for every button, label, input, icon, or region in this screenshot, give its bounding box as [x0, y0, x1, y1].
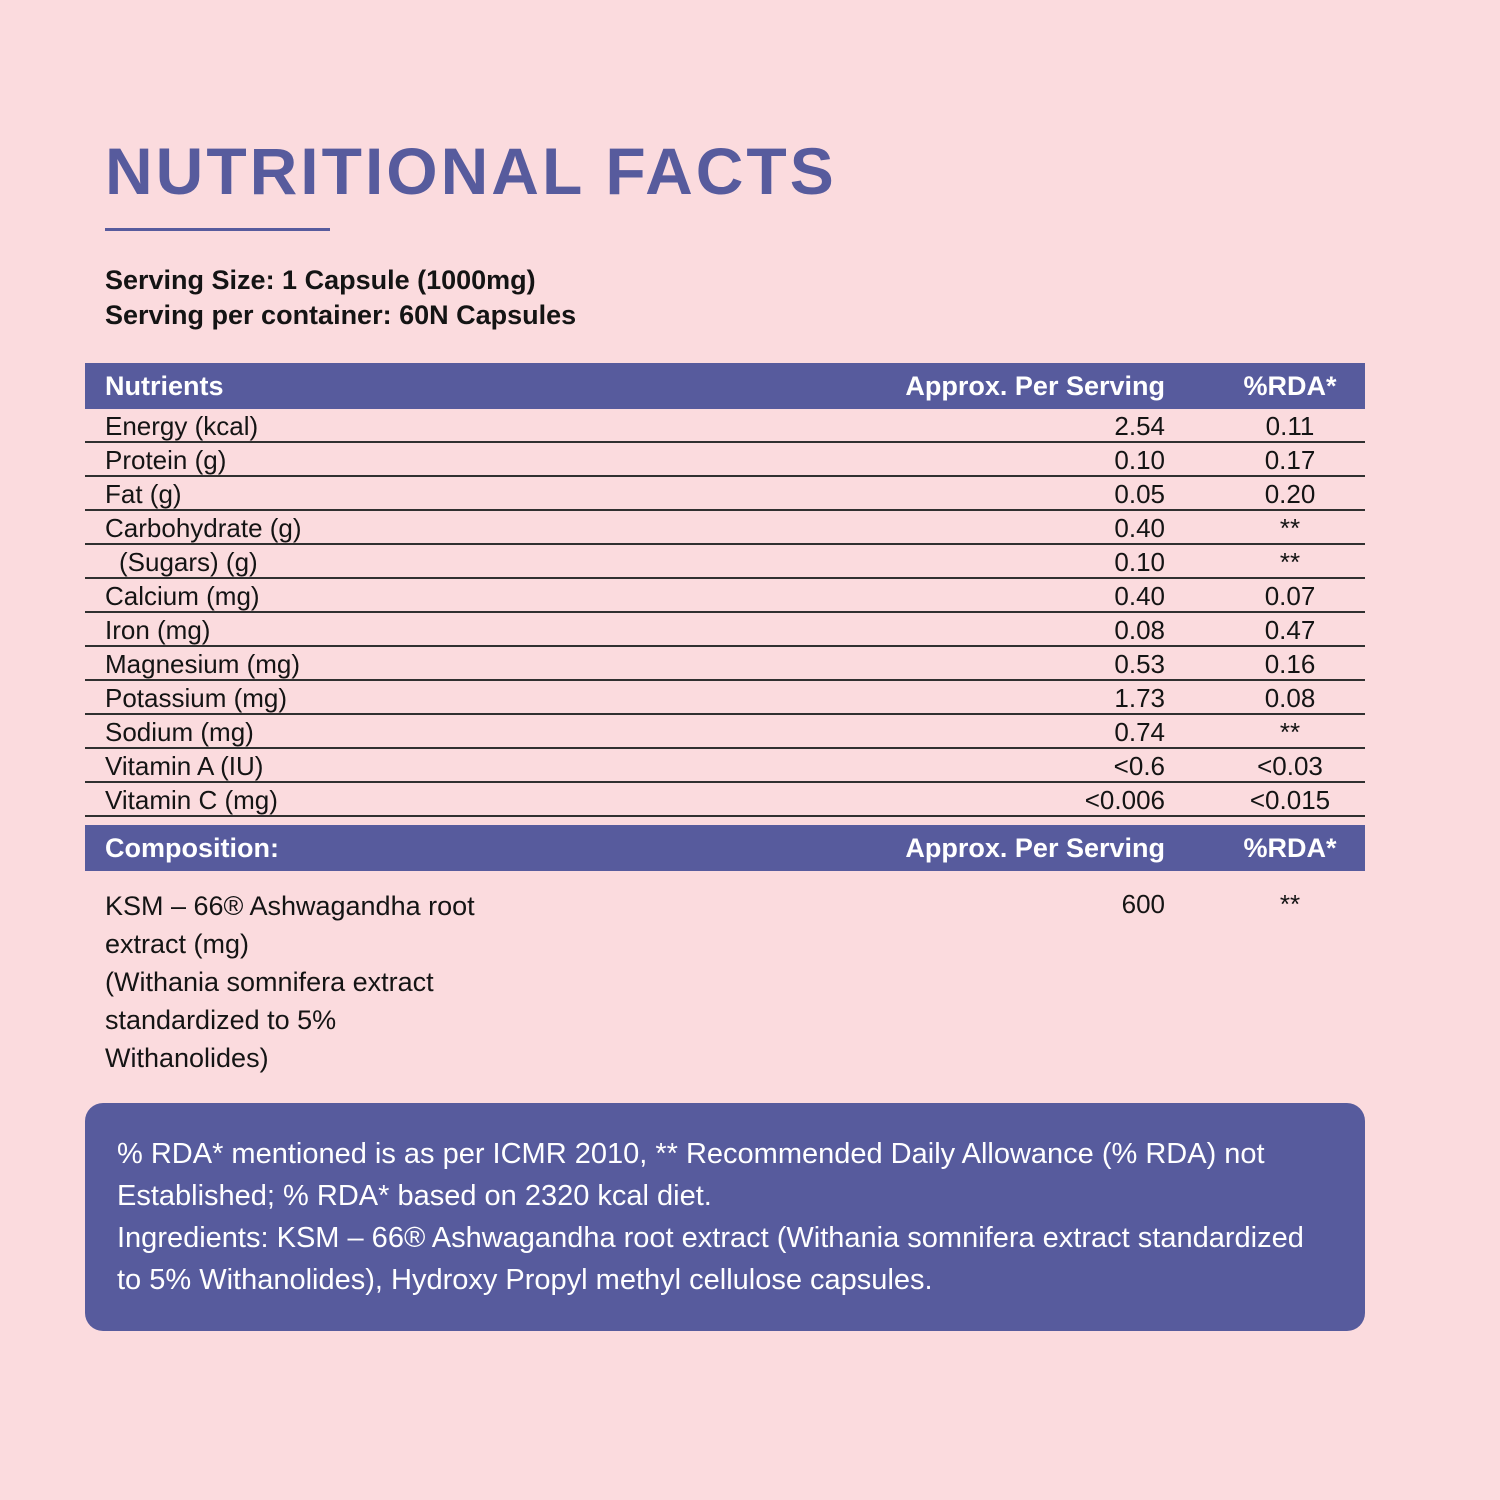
table-row: (Sugars) (g) 0.10 **: [85, 545, 1365, 579]
table-row: Iron (mg) 0.08 0.47: [85, 613, 1365, 647]
footnote-box: % RDA* mentioned is as per ICMR 2010, **…: [85, 1103, 1365, 1331]
nutrient-name: Iron (mg): [105, 615, 211, 645]
nutrient-name: Vitamin C (mg): [105, 785, 278, 815]
nutrient-rda: **: [1279, 717, 1301, 747]
nutrients-header-label: Nutrients: [105, 371, 224, 401]
rda-header-label: %RDA*: [1243, 833, 1337, 863]
table-row: Carbohydrate (g) 0.40 **: [85, 511, 1365, 545]
nutrient-name: Sodium (mg): [105, 717, 254, 747]
nutrient-rda: 0.47: [1264, 615, 1316, 645]
title-underline: [105, 228, 330, 231]
nutrient-name: Magnesium (mg): [105, 649, 301, 679]
nutrient-rda: 0.17: [1264, 445, 1316, 475]
table-row: Sodium (mg) 0.74 **: [85, 715, 1365, 749]
per-serving-header-label: Approx. Per Serving: [905, 833, 1165, 863]
nutrient-rda: <0.015: [1249, 785, 1331, 815]
table-row: Vitamin C (mg) <0.006 <0.015: [85, 783, 1365, 817]
table-row: Energy (kcal) 2.54 0.11: [85, 409, 1365, 443]
nutrient-name: Fat (g): [105, 479, 182, 509]
composition-header-row: Composition: Approx. Per Serving %RDA*: [85, 825, 1365, 871]
nutrient-per-serving: 0.05: [1114, 479, 1165, 509]
nutrient-name: Protein (g): [105, 445, 227, 475]
nutrient-rda: 0.08: [1264, 683, 1316, 713]
composition-row: KSM – 66® Ashwagandha root extract (mg) …: [85, 871, 1365, 1077]
nutrients-rows: Energy (kcal) 2.54 0.11 Protein (g) 0.10…: [85, 409, 1365, 817]
table-row: Magnesium (mg) 0.53 0.16: [85, 647, 1365, 681]
page-title: NUTRITIONAL FACTS: [105, 134, 837, 208]
nutrient-rda: **: [1279, 547, 1301, 577]
rda-footnote-text: % RDA* mentioned is as per ICMR 2010, **…: [117, 1138, 1265, 1212]
nutrient-name: Energy (kcal): [105, 411, 259, 441]
composition-ingredient-name: KSM – 66® Ashwagandha root extract (mg) …: [105, 891, 475, 1073]
nutrient-rda: 0.11: [1265, 411, 1315, 441]
nutrient-per-serving: 0.10: [1114, 445, 1165, 475]
composition-per-serving: 600: [1121, 889, 1165, 919]
serving-size-text: Serving Size: 1 Capsule (1000mg): [105, 265, 536, 295]
nutrient-name: Carbohydrate (g): [105, 513, 302, 543]
nutrient-per-serving: 0.40: [1114, 513, 1165, 543]
nutrient-per-serving: <0.006: [1084, 785, 1165, 815]
nutrient-rda: 0.07: [1264, 581, 1316, 611]
table-row: Fat (g) 0.05 0.20: [85, 477, 1365, 511]
serving-per-container-text: Serving per container: 60N Capsules: [105, 300, 577, 330]
nutrition-label: NUTRITIONAL FACTS Serving Size: 1 Capsul…: [85, 0, 1365, 1331]
nutrient-per-serving: 0.40: [1114, 581, 1165, 611]
nutrient-rda: 0.20: [1264, 479, 1316, 509]
table-row: Protein (g) 0.10 0.17: [85, 443, 1365, 477]
nutrient-name: (Sugars) (g): [119, 547, 258, 577]
nutrient-rda: 0.16: [1264, 649, 1316, 679]
nutrient-per-serving: 0.08: [1114, 615, 1165, 645]
table-row: Calcium (mg) 0.40 0.07: [85, 579, 1365, 613]
nutrient-rda: **: [1279, 513, 1301, 543]
nutrient-rda: <0.03: [1257, 751, 1323, 781]
nutrient-name: Calcium (mg): [105, 581, 260, 611]
nutrient-per-serving: 1.73: [1114, 683, 1165, 713]
nutrient-per-serving: <0.6: [1113, 751, 1165, 781]
per-serving-header-label: Approx. Per Serving: [905, 371, 1165, 401]
rda-header-label: %RDA*: [1243, 371, 1337, 401]
nutrient-per-serving: 0.53: [1114, 649, 1165, 679]
composition-rda: **: [1279, 889, 1301, 919]
composition-header-label: Composition:: [105, 833, 279, 863]
nutrient-per-serving: 2.54: [1114, 411, 1165, 441]
nutrient-name: Potassium (mg): [105, 683, 288, 713]
nutrient-name: Vitamin A (IU): [105, 751, 264, 781]
table-row: Vitamin A (IU) <0.6 <0.03: [85, 749, 1365, 783]
nutrient-per-serving: 0.74: [1114, 717, 1165, 747]
nutrients-header-row: Nutrients Approx. Per Serving %RDA*: [85, 363, 1365, 409]
table-row: Potassium (mg) 1.73 0.08: [85, 681, 1365, 715]
ingredients-text: Ingredients: KSM – 66® Ashwagandha root …: [117, 1222, 1304, 1296]
nutrient-per-serving: 0.10: [1114, 547, 1165, 577]
